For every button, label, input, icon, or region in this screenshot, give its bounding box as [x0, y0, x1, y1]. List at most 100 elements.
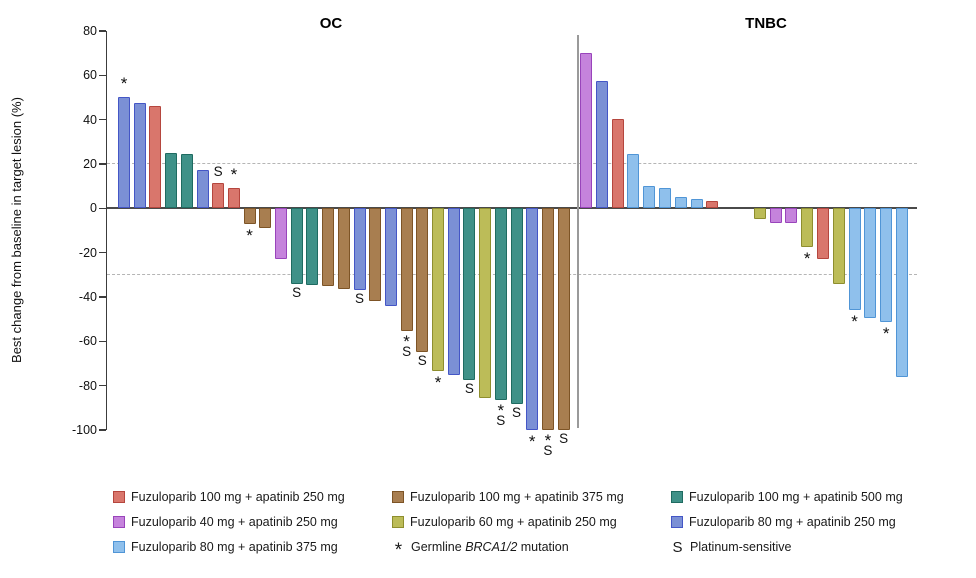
legend-item-brca-mutation: * Germline BRCA1/2 mutation	[392, 539, 569, 560]
brca-mutation-marker: *	[882, 324, 890, 344]
bar-tnbc-7	[674, 197, 687, 209]
bar-oc-28	[541, 208, 554, 430]
legend-swatch	[113, 491, 125, 503]
bar-oc-5	[180, 153, 193, 209]
group-title-tnbc: TNBC	[745, 15, 787, 32]
legend-item-f100a375: Fuzuloparib 100 mg + apatinib 375 mg	[392, 489, 624, 505]
legend-swatch	[671, 516, 683, 528]
y-axis-tick-label: 80	[83, 23, 97, 38]
group-title-oc: OC	[319, 15, 343, 32]
brca-mutation-marker: *	[246, 225, 253, 245]
bar-oc-24	[479, 208, 492, 398]
bar-oc-16	[353, 208, 366, 291]
brca-mutation-marker: *	[851, 312, 858, 332]
bar-tnbc-14	[785, 208, 798, 223]
y-axis-tick-label: -40	[78, 289, 97, 304]
legend-label: Fuzuloparib 40 mg + apatinib 250 mg	[131, 515, 338, 529]
platinum-sensitive-marker: S	[213, 163, 223, 179]
bar-oc-15	[337, 208, 350, 290]
asterisk-symbol: *	[394, 540, 403, 561]
legend-swatch	[392, 491, 404, 503]
y-axis-tick	[98, 340, 106, 343]
bar-tnbc-19	[864, 208, 877, 319]
legend-label: Fuzuloparib 80 mg + apatinib 375 mg	[131, 540, 338, 554]
y-axis-tick-label: 60	[83, 68, 97, 83]
bar-tnbc-6	[659, 188, 671, 209]
y-axis-tick	[98, 296, 106, 298]
y-axis-tick-label: -80	[78, 378, 97, 393]
bar-oc-11	[275, 208, 287, 260]
bar-oc-10	[259, 208, 272, 229]
brca-mutation-marker: *	[230, 165, 238, 185]
y-axis-tick	[98, 163, 106, 165]
y-axis-tick-label: 0	[90, 201, 97, 216]
bar-oc-21	[432, 208, 444, 372]
bar-tnbc-2	[595, 80, 608, 209]
legend-label: Fuzuloparib 80 mg + apatinib 250 mg	[689, 515, 896, 529]
legend-item-platinum-sensitive: S Platinum-sensitive	[671, 538, 791, 556]
bar-oc-4	[165, 152, 178, 209]
reference-line-20	[107, 163, 917, 165]
legend-swatch	[671, 491, 683, 503]
bar-oc-1	[118, 97, 130, 209]
bar-oc-26	[510, 208, 523, 405]
bar-oc-3	[149, 106, 162, 209]
bar-tnbc-12	[753, 208, 766, 220]
bar-tnbc-15	[801, 208, 814, 248]
y-axis-tick	[98, 30, 106, 32]
platinum-sensitive-marker: S	[543, 442, 553, 458]
y-axis-tick	[98, 207, 106, 210]
y-axis-tick-label: 40	[83, 112, 97, 127]
legend-label: Fuzuloparib 60 mg + apatinib 250 mg	[410, 515, 617, 529]
platinum-sensitive-marker: S	[511, 405, 521, 421]
bar-oc-7	[212, 182, 225, 209]
brca-mutation-marker: *	[434, 373, 442, 393]
brca-mutation-marker: *	[120, 74, 128, 94]
platinum-sensitive-marker: S	[354, 291, 364, 307]
bar-tnbc-21	[896, 208, 908, 377]
brca-mutation-marker: *	[803, 249, 811, 269]
bar-tnbc-5	[643, 186, 656, 209]
y-axis-tick	[98, 118, 106, 121]
bar-tnbc-3	[611, 118, 624, 209]
brca-mutation-marker: *	[403, 332, 410, 352]
legend-swatch	[392, 516, 404, 528]
legend-item-f100a500: Fuzuloparib 100 mg + apatinib 500 mg	[671, 489, 903, 505]
bar-tnbc-8	[690, 199, 703, 209]
y-axis-tick	[98, 74, 106, 77]
bar-oc-12	[290, 208, 303, 284]
bar-oc-19	[400, 208, 413, 332]
bar-tnbc-9	[706, 200, 719, 209]
bar-oc-23	[463, 208, 476, 381]
platinum-sensitive-marker: S	[559, 430, 569, 446]
y-axis-tick	[98, 384, 106, 387]
brca-mutation-marker: *	[528, 431, 536, 451]
bar-oc-9	[243, 208, 256, 224]
y-axis-tick	[98, 429, 106, 431]
group-separator-line	[577, 35, 579, 428]
bar-tnbc-4	[627, 153, 640, 209]
legend-label: Fuzuloparib 100 mg + apatinib 375 mg	[410, 490, 624, 504]
legend-item-f100a250: Fuzuloparib 100 mg + apatinib 250 mg	[113, 489, 345, 505]
legend-label: Germline BRCA1/2 mutation	[411, 540, 569, 554]
bar-oc-29	[557, 208, 570, 430]
s-symbol: S	[672, 538, 683, 556]
platinum-sensitive-marker: S	[417, 353, 427, 369]
y-axis-tick-label: 20	[83, 156, 97, 171]
y-axis-tick-label: -60	[78, 334, 97, 349]
y-axis-tick-label: -100	[71, 422, 97, 437]
bar-oc-20	[416, 208, 429, 353]
legend-swatch	[113, 516, 125, 528]
legend-item-f80a375: Fuzuloparib 80 mg + apatinib 375 mg	[113, 539, 338, 555]
bar-oc-6	[196, 169, 209, 209]
bar-tnbc-16	[817, 208, 829, 260]
bar-tnbc-13	[769, 208, 782, 223]
bar-oc-2	[133, 103, 146, 209]
brca-mutation-marker: *	[544, 430, 552, 450]
legend-item-f40a250: Fuzuloparib 40 mg + apatinib 250 mg	[113, 514, 338, 530]
platinum-sensitive-marker: S	[402, 344, 412, 360]
bar-tnbc-18	[848, 208, 861, 311]
platinum-sensitive-marker: S	[496, 413, 506, 429]
